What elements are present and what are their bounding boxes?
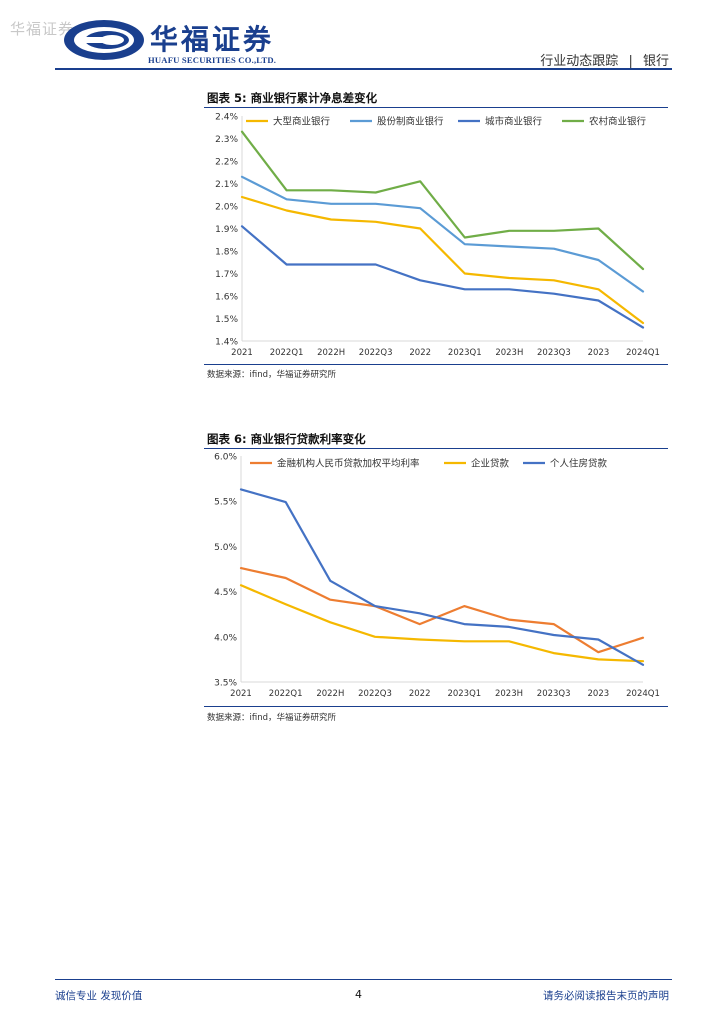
x-tick-label: 2023H <box>495 348 523 358</box>
figure-6-rule <box>204 448 668 449</box>
x-tick-label: 2023Q1 <box>447 689 481 699</box>
x-tick-label: 2022Q3 <box>358 689 392 699</box>
x-tick-label: 2022Q1 <box>270 348 304 358</box>
y-tick-label: 1.4% <box>215 338 238 348</box>
header-rule <box>55 68 672 70</box>
y-tick-label: 6.0% <box>214 453 237 463</box>
x-tick-label: 2021 <box>231 348 253 358</box>
legend-label-4: 农村商业银行 <box>589 116 647 128</box>
y-tick-label: 1.8% <box>215 248 238 258</box>
figure-6-source: 数据来源：ifind，华福证券研究所 <box>207 713 336 723</box>
y-tick-label: 2.2% <box>215 158 238 168</box>
logo-cn: 华福证券 <box>150 23 275 56</box>
x-tick-label: 2023Q3 <box>537 689 571 699</box>
page-number: 4 <box>355 988 362 1001</box>
separator: | <box>628 54 633 69</box>
section-label: 行业动态跟踪 <box>540 54 619 69</box>
footer-disclaimer: 请务必阅读报告末页的声明 <box>543 990 669 1002</box>
x-tick-label: 2022Q3 <box>359 348 393 358</box>
legend-label-1: 大型商业银行 <box>273 116 331 128</box>
industry-label: 银行 <box>642 54 669 69</box>
series-line-2 <box>240 175 645 293</box>
y-tick-label: 2.1% <box>215 180 238 190</box>
chart-loan-rate: 6.0% 5.5% 5.0% 4.5% 4.0% 3.5%2021 2022Q1 2022H 2… <box>214 453 660 700</box>
x-tick-label: 2021 <box>230 689 252 699</box>
legend-label-1: 金融机构人民币贷款加权平均利率 <box>277 458 420 470</box>
x-tick-label: 2022 <box>409 348 431 358</box>
y-tick-label: 2.3% <box>215 135 238 145</box>
figure-6-title: 图表 6: 商业银行贷款利率变化 <box>207 432 366 446</box>
y-tick-label: 1.5% <box>215 315 238 325</box>
x-tick-label: 2022H <box>316 689 344 699</box>
figure-5-title: 图表 5: 商业银行累计净息差变化 <box>207 91 378 105</box>
legend-label-3: 个人住房贷款 <box>550 458 608 470</box>
series-line-3 <box>240 225 645 329</box>
series-line-4 <box>240 130 645 271</box>
y-tick-label: 5.0% <box>214 543 237 553</box>
y-tick-label: 2.0% <box>215 203 238 213</box>
x-tick-label: 2022 <box>409 689 431 699</box>
figure-5-rule <box>204 107 668 108</box>
y-tick-label: 1.6% <box>215 293 238 303</box>
figure-5-source: 数据来源：ifind，华福证券研究所 <box>207 370 336 380</box>
footer-rule <box>55 979 672 980</box>
watermark: 华福证券 <box>10 20 75 38</box>
x-tick-label: 2022Q1 <box>269 689 303 699</box>
figure-5-bottom-rule <box>204 364 668 365</box>
footer-slogan: 诚信专业 发现价值 <box>55 990 143 1002</box>
y-tick-label: 4.5% <box>214 588 237 598</box>
series-line-3 <box>239 488 645 666</box>
y-tick-label: 1.7% <box>215 270 238 280</box>
legend-label-2: 企业贷款 <box>471 458 510 470</box>
logo-en: HUAFU SECURITIES CO.,LTD. <box>148 55 277 65</box>
figure-6-bottom-rule <box>204 706 668 707</box>
y-tick-label: 2.4% <box>215 113 238 123</box>
series-line-1 <box>240 195 645 325</box>
huafu-logo-icon <box>64 20 144 60</box>
x-tick-label: 2022H <box>317 348 345 358</box>
x-tick-label: 2023Q1 <box>448 348 482 358</box>
y-tick-label: 4.0% <box>214 633 237 643</box>
x-tick-label: 2024Q1 <box>626 348 660 358</box>
x-tick-label: 2023 <box>588 689 610 699</box>
x-tick-label: 2023H <box>495 689 523 699</box>
y-tick-label: 3.5% <box>214 679 237 689</box>
legend-label-2: 股份制商业银行 <box>377 116 444 128</box>
header-section: 行业动态跟踪 | 银行 <box>540 50 669 69</box>
x-tick-label: 2023 <box>588 348 610 358</box>
x-tick-label: 2024Q1 <box>626 689 660 699</box>
y-tick-label: 1.9% <box>215 225 238 235</box>
chart-nim: 2.4% 2.3% 2.2% 2.1% 2.0% 1.9% 1.8% 1.7% 1.6% 1.5%… <box>215 113 660 359</box>
legend-label-3: 城市商业银行 <box>485 116 543 128</box>
y-tick-label: 5.5% <box>214 498 237 508</box>
x-tick-label: 2023Q3 <box>537 348 571 358</box>
series-line-2 <box>239 584 645 663</box>
